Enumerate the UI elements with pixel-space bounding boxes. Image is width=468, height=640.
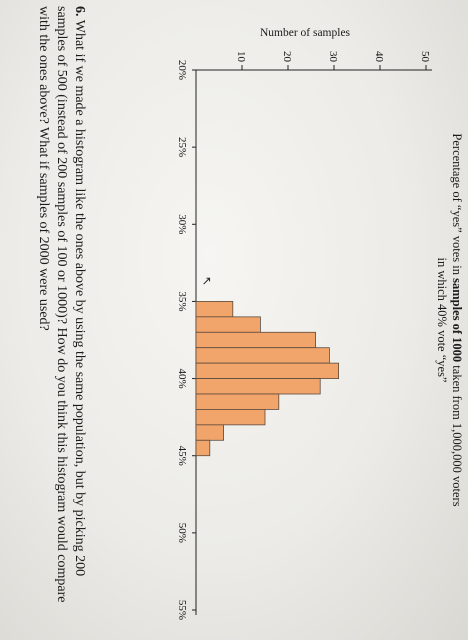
y-tick-label: 50 (419, 51, 431, 63)
x-tick-label: 50% (176, 523, 188, 543)
histogram-bar (195, 316, 261, 333)
histogram-bar (195, 424, 225, 441)
histogram-bar (195, 331, 317, 349)
histogram-bar (195, 378, 321, 395)
y-tick-label: 40 (373, 51, 385, 63)
histogram-bar (195, 347, 330, 364)
y-tick-label: 30 (327, 51, 339, 63)
y-tick-label: 20 (281, 51, 293, 63)
x-tick-label: 30% (176, 214, 188, 234)
question-6: 6. What if we made a histogram like the … (34, 6, 88, 624)
histogram-bar (195, 409, 266, 426)
histogram-bar (195, 439, 211, 457)
x-tick-label: 55% (176, 600, 188, 620)
y-axis-label: Number of samples (260, 27, 351, 39)
mouse-cursor-icon: ↖ (200, 276, 214, 287)
question-number: 6. (72, 6, 87, 17)
x-tick-label: 45% (176, 446, 188, 466)
x-tick-label: 35% (176, 291, 188, 311)
question-text: What if we made a histogram like the one… (36, 6, 87, 603)
histogram-bar (195, 301, 234, 318)
y-tick-label: 10 (235, 51, 247, 63)
x-tick-label: 20% (176, 60, 188, 80)
histogram-chart: 10 20 30 40 50 Number of samples 20% 25% 30% 35% 4… (176, 27, 432, 620)
histogram-bar (195, 362, 340, 379)
x-tick-label: 40% (176, 368, 188, 388)
x-tick-label: 25% (176, 137, 188, 157)
histogram-bar (195, 393, 280, 410)
